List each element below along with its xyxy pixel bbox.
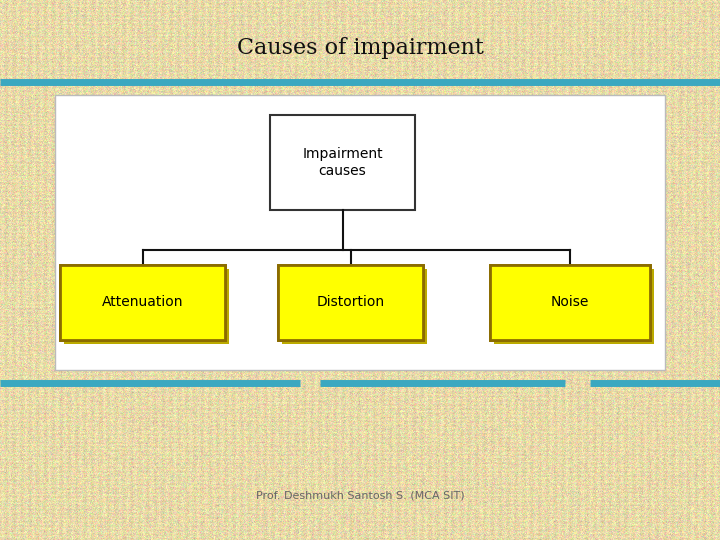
Text: Prof. Deshmukh Santosh S. (MCA SIT): Prof. Deshmukh Santosh S. (MCA SIT) — [256, 490, 464, 500]
Text: Attenuation: Attenuation — [102, 295, 184, 309]
Bar — [490, 265, 650, 340]
Bar — [60, 265, 225, 340]
Bar — [270, 115, 415, 210]
Text: Distortion: Distortion — [316, 295, 384, 309]
Text: Impairment
causes: Impairment causes — [302, 147, 383, 178]
Text: Causes of impairment: Causes of impairment — [237, 37, 483, 59]
Bar — [64, 269, 229, 344]
Bar — [55, 95, 665, 370]
Bar — [278, 265, 423, 340]
Text: Noise: Noise — [551, 295, 589, 309]
Bar — [494, 269, 654, 344]
Bar — [282, 269, 427, 344]
Bar — [490, 265, 650, 340]
Bar — [278, 265, 423, 340]
Bar — [60, 265, 225, 340]
